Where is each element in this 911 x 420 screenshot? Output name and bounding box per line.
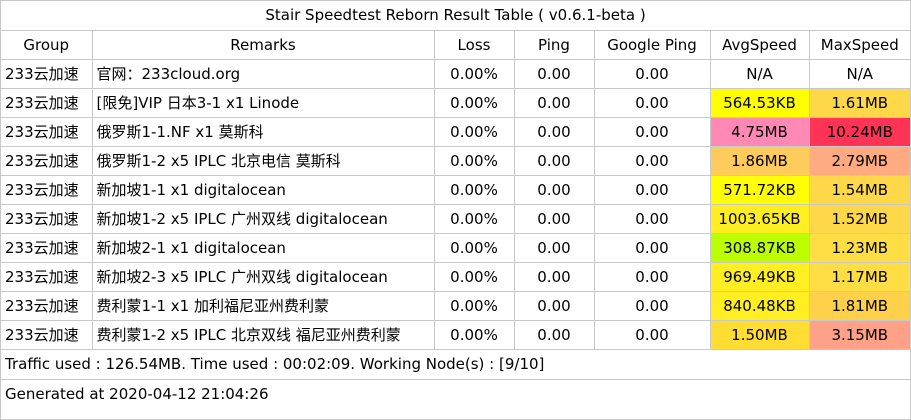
table-row: 233云加速 官网：233cloud.org 0.00% 0.00 0.00 N/A N/A — [1, 58, 911, 89]
table-row: 233云加速 费利蒙1-1 x1 加利福尼亚州费利蒙 0.00% 0.00 0.00 84… — [1, 290, 911, 321]
header-group: Group — [1, 29, 93, 60]
cell-max-speed: 1.23MB — [808, 232, 911, 263]
cell-google-ping: 0.00 — [593, 58, 711, 89]
cell-ping: 0.00 — [513, 58, 595, 89]
footer-generated-row: Generated at 2020-04-12 21:04:26 — [1, 378, 911, 409]
cell-group: 233云加速 — [1, 261, 93, 292]
cell-loss: 0.00% — [433, 87, 515, 118]
cell-avg-speed: 969.49KB — [709, 261, 810, 292]
cell-group: 233云加速 — [1, 319, 93, 350]
cell-avg-speed: 1003.65KB — [709, 203, 810, 234]
cell-remarks: 费利蒙1-2 x5 IPLC 北京双线 福尼亚州费利蒙 — [91, 319, 435, 350]
cell-max-speed: N/A — [808, 58, 911, 89]
cell-group: 233云加速 — [1, 145, 93, 176]
table-row: 233云加速 俄罗斯1-1.NF x1 莫斯科 0.00% 0.00 0.00 4.75M… — [1, 116, 911, 147]
cell-group: 233云加速 — [1, 116, 93, 147]
cell-group: 233云加速 — [1, 232, 93, 263]
cell-loss: 0.00% — [433, 174, 515, 205]
cell-max-speed: 1.52MB — [808, 203, 911, 234]
cell-remarks: 俄罗斯1-2 x5 IPLC 北京电信 莫斯科 — [91, 145, 435, 176]
cell-google-ping: 0.00 — [593, 232, 711, 263]
table-row: 233云加速 费利蒙1-2 x5 IPLC 北京双线 福尼亚州费利蒙 0.00% 0.… — [1, 319, 911, 350]
cell-ping: 0.00 — [513, 145, 595, 176]
cell-google-ping: 0.00 — [593, 290, 711, 321]
cell-max-speed: 10.24MB — [808, 116, 911, 147]
cell-ping: 0.00 — [513, 319, 595, 350]
cell-avg-speed: 1.86MB — [709, 145, 810, 176]
cell-remarks: 俄罗斯1-1.NF x1 莫斯科 — [91, 116, 435, 147]
cell-max-speed: 2.79MB — [808, 145, 911, 176]
cell-ping: 0.00 — [513, 116, 595, 147]
cell-group: 233云加速 — [1, 290, 93, 321]
cell-group: 233云加速 — [1, 58, 93, 89]
footer-traffic-row: Traffic used : 126.54MB. Time used : 00:… — [1, 348, 911, 380]
table-row: 233云加速 新加坡1-1 x1 digitalocean 0.00% 0.00 0.0… — [1, 174, 911, 205]
cell-avg-speed: 308.87KB — [709, 232, 810, 263]
cell-loss: 0.00% — [433, 290, 515, 321]
cell-avg-speed: 571.72KB — [709, 174, 810, 205]
cell-remarks: 官网：233cloud.org — [91, 58, 435, 89]
cell-avg-speed: 840.48KB — [709, 290, 810, 321]
cell-avg-speed: 4.75MB — [709, 116, 810, 147]
cell-max-speed: 1.61MB — [808, 87, 911, 118]
cell-avg-speed: 564.53KB — [709, 87, 810, 118]
cell-avg-speed: 1.50MB — [709, 319, 810, 350]
cell-max-speed: 1.81MB — [808, 290, 911, 321]
cell-loss: 0.00% — [433, 116, 515, 147]
cell-remarks: 费利蒙1-1 x1 加利福尼亚州费利蒙 — [91, 290, 435, 321]
cell-loss: 0.00% — [433, 203, 515, 234]
cell-ping: 0.00 — [513, 232, 595, 263]
table-row: 233云加速 新加坡2-1 x1 digitalocean 0.00% 0.00 0.0… — [1, 232, 911, 263]
cell-avg-speed: N/A — [709, 58, 810, 89]
table-row: 233云加速 [限免]VIP 日本3-1 x1 Linode 0.00% 0.00 0.… — [1, 87, 911, 118]
table-title: Stair Speedtest Reborn Result Table ( v0… — [1, 1, 911, 31]
cell-group: 233云加速 — [1, 87, 93, 118]
table-row: 233云加速 新加坡1-2 x5 IPLC 广州双线 digitalocean 0.… — [1, 203, 911, 234]
cell-google-ping: 0.00 — [593, 319, 711, 350]
cell-loss: 0.00% — [433, 232, 515, 263]
header-ping: Ping — [513, 29, 595, 60]
table-title-row: Stair Speedtest Reborn Result Table ( v0… — [1, 1, 911, 31]
header-google-ping: Google Ping — [593, 29, 711, 60]
header-avg-speed: AvgSpeed — [709, 29, 810, 60]
traffic-summary: Traffic used : 126.54MB. Time used : 00:… — [1, 348, 911, 380]
cell-group: 233云加速 — [1, 203, 93, 234]
cell-remarks: 新加坡2-3 x5 IPLC 广州双线 digitalocean — [91, 261, 435, 292]
cell-google-ping: 0.00 — [593, 145, 711, 176]
cell-remarks: [限免]VIP 日本3-1 x1 Linode — [91, 87, 435, 118]
result-table: Stair Speedtest Reborn Result Table ( v0… — [1, 1, 911, 409]
cell-remarks: 新加坡2-1 x1 digitalocean — [91, 232, 435, 263]
cell-ping: 0.00 — [513, 174, 595, 205]
cell-ping: 0.00 — [513, 87, 595, 118]
cell-google-ping: 0.00 — [593, 116, 711, 147]
cell-google-ping: 0.00 — [593, 174, 711, 205]
header-max-speed: MaxSpeed — [808, 29, 911, 60]
cell-loss: 0.00% — [433, 261, 515, 292]
header-remarks: Remarks — [91, 29, 435, 60]
table-row: 233云加速 新加坡2-3 x5 IPLC 广州双线 digitalocean 0.… — [1, 261, 911, 292]
cell-remarks: 新加坡1-1 x1 digitalocean — [91, 174, 435, 205]
cell-ping: 0.00 — [513, 203, 595, 234]
generated-timestamp: Generated at 2020-04-12 21:04:26 — [1, 378, 911, 409]
table-row: 233云加速 俄罗斯1-2 x5 IPLC 北京电信 莫斯科 0.00% 0.00 0.… — [1, 145, 911, 176]
header-row: Group Remarks Loss Ping Google Ping AvgS… — [1, 29, 911, 60]
cell-google-ping: 0.00 — [593, 261, 711, 292]
cell-remarks: 新加坡1-2 x5 IPLC 广州双线 digitalocean — [91, 203, 435, 234]
header-loss: Loss — [433, 29, 515, 60]
cell-max-speed: 3.15MB — [808, 319, 911, 350]
cell-group: 233云加速 — [1, 174, 93, 205]
cell-ping: 0.00 — [513, 261, 595, 292]
cell-ping: 0.00 — [513, 290, 595, 321]
cell-max-speed: 1.17MB — [808, 261, 911, 292]
cell-google-ping: 0.00 — [593, 203, 711, 234]
cell-max-speed: 1.54MB — [808, 174, 911, 205]
cell-google-ping: 0.00 — [593, 87, 711, 118]
cell-loss: 0.00% — [433, 58, 515, 89]
cell-loss: 0.00% — [433, 145, 515, 176]
cell-loss: 0.00% — [433, 319, 515, 350]
